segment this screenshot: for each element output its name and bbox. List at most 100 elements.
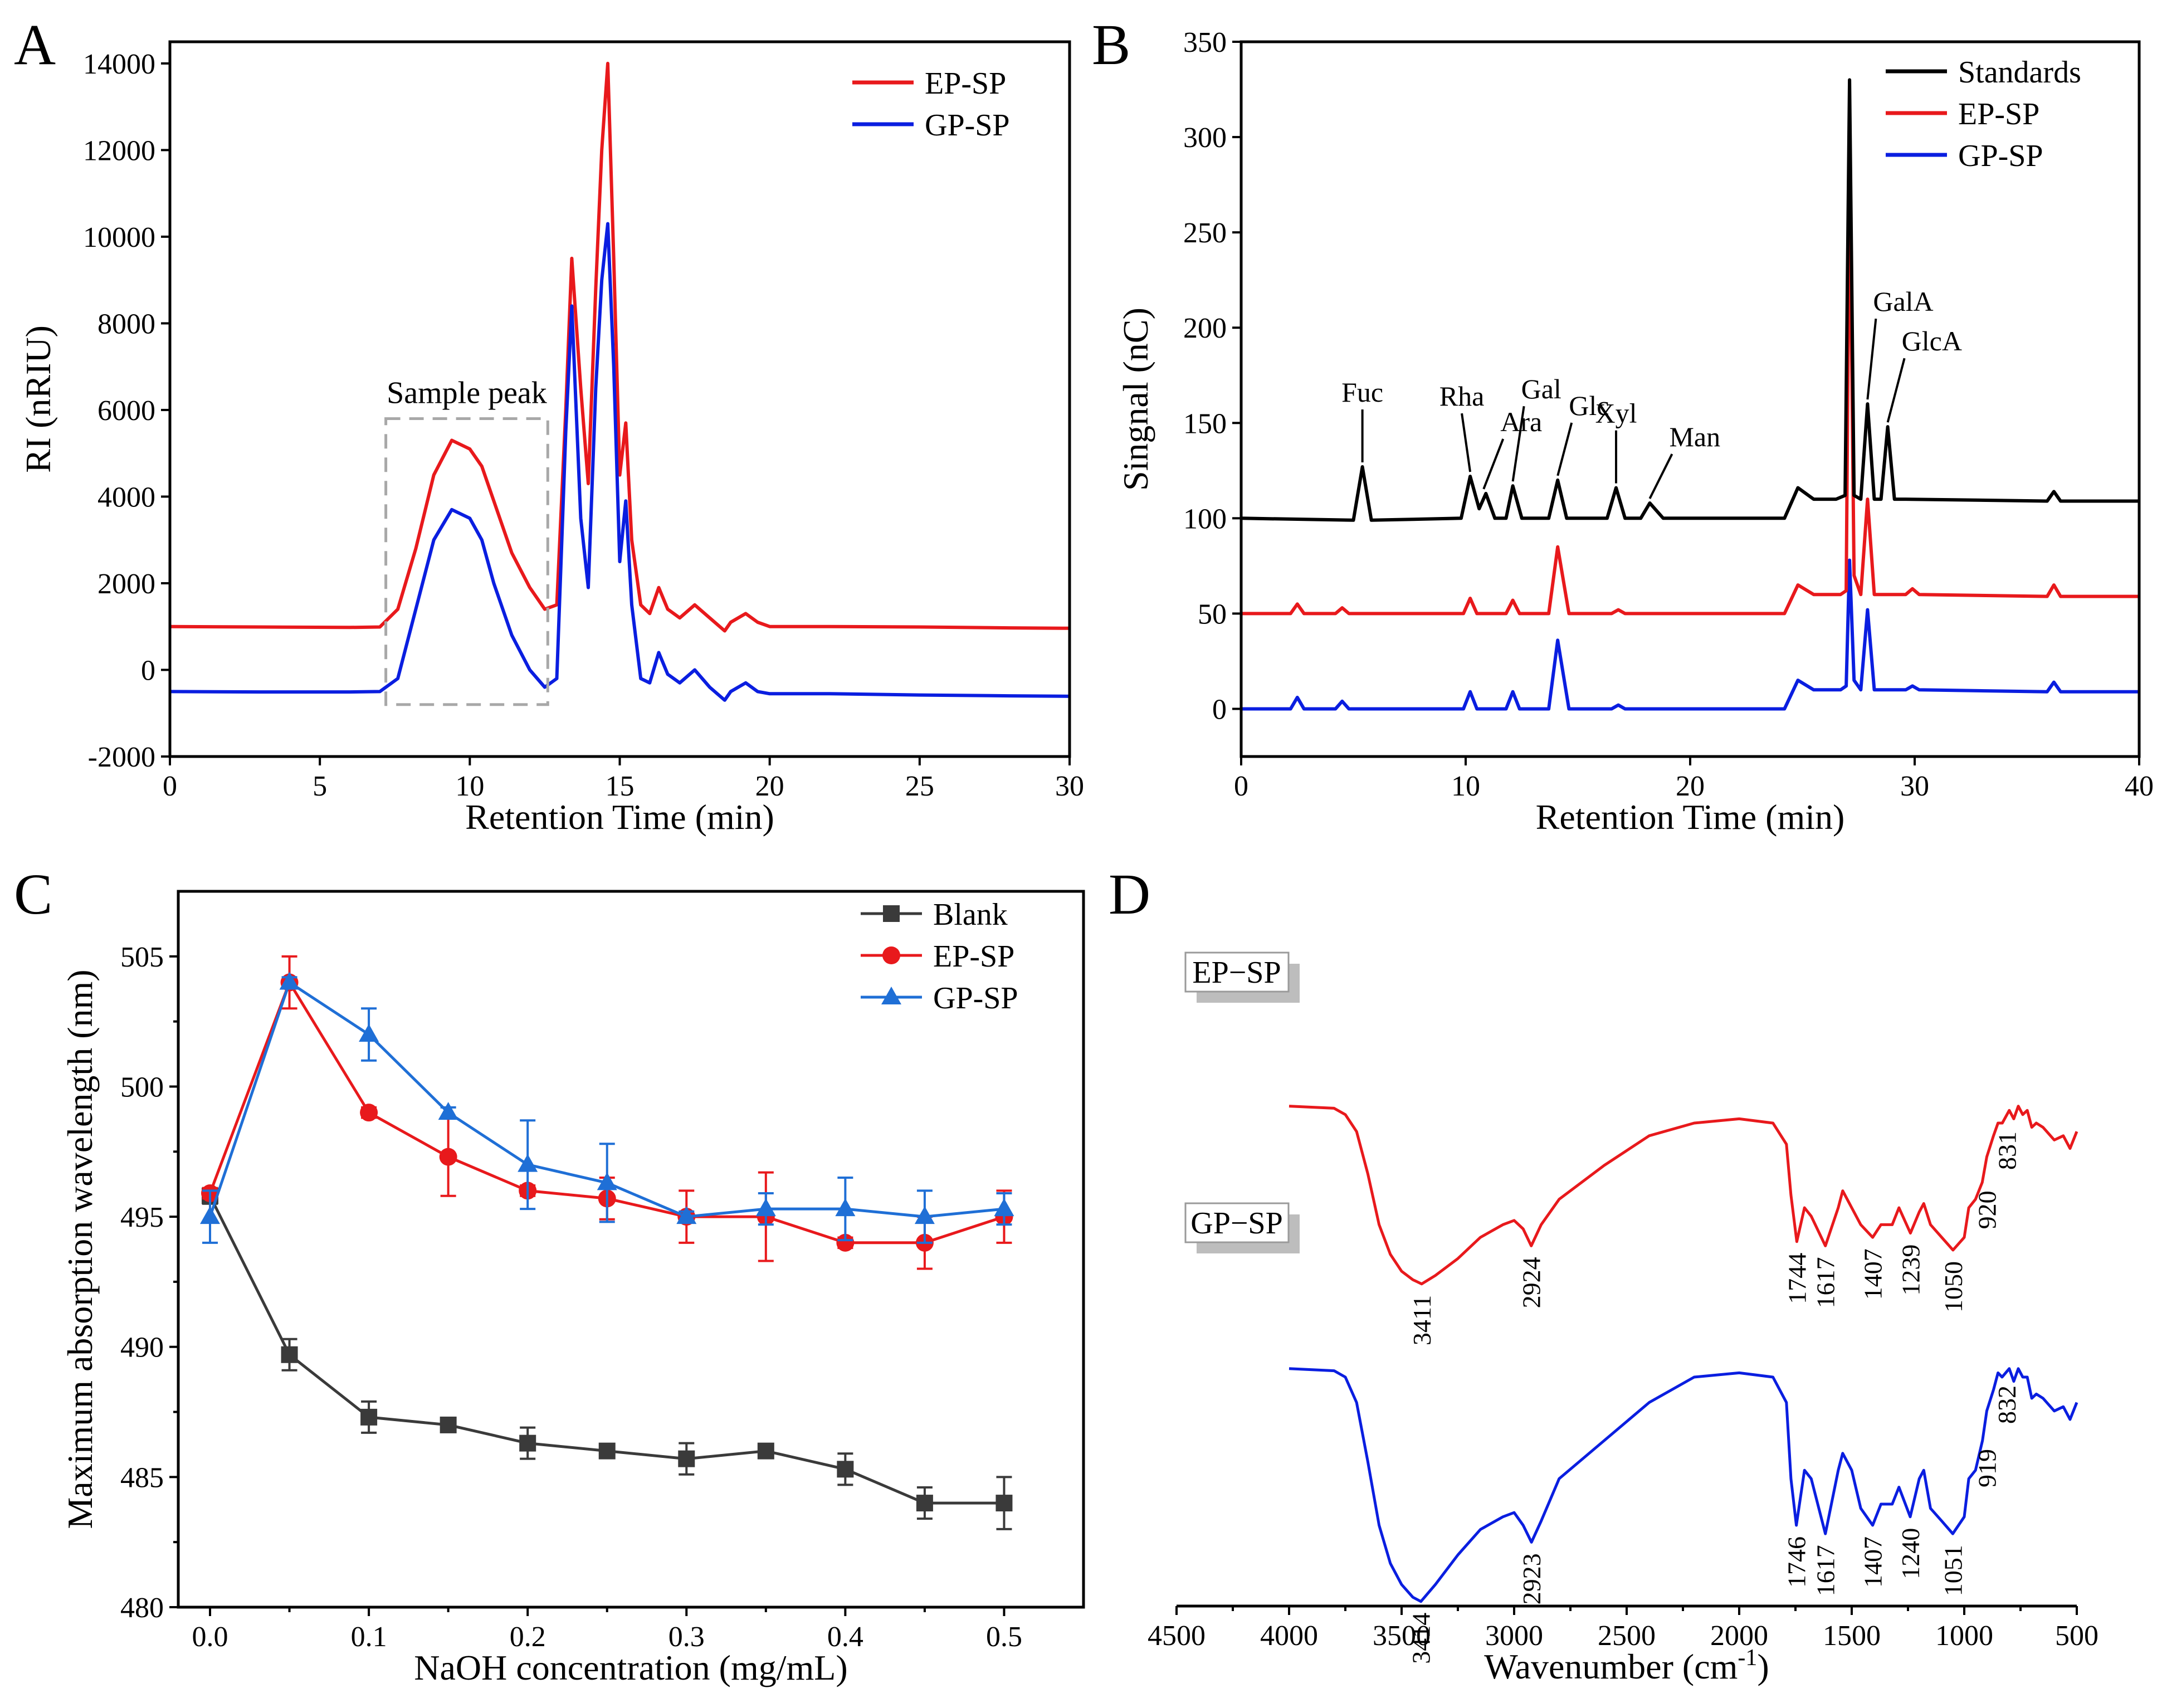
- y-tick-label: 350: [1183, 27, 1227, 58]
- legend-label: EP-SP: [933, 939, 1014, 974]
- marker-triangle: [200, 1206, 221, 1224]
- peak-label-fuc: Fuc: [1341, 377, 1383, 408]
- series-line-gp-sp: [169, 222, 1070, 702]
- y-tick-label: 490: [120, 1332, 164, 1364]
- peak-wavenumber-label: 1051: [1939, 1545, 1967, 1596]
- y-tick-label: 12000: [83, 135, 155, 167]
- panel-d: D 4500 4000 3500 3000 2500 2000 1500 1000 500 Wave…: [1109, 862, 2099, 1686]
- series-line-gp-sp: [1241, 558, 2139, 711]
- x-tick-label: 0: [1234, 770, 1248, 802]
- x-tick-label: 40: [2125, 770, 2154, 802]
- x-tick-label: 1500: [1823, 1620, 1881, 1652]
- peak-leader-line: [1482, 438, 1505, 490]
- x-tick-label: 0.2: [510, 1621, 546, 1653]
- legend-label: Standards: [1958, 55, 2081, 90]
- peak-wavenumber-label: 1239: [1896, 1245, 1925, 1296]
- x-axis-label: Retention Time (min): [1536, 797, 1845, 837]
- x-tick-label: 20: [755, 770, 784, 802]
- x-tick-label: 10: [1451, 770, 1480, 802]
- series-line-ep-sp: [169, 61, 1070, 633]
- peak-wavenumber-label: 1240: [1896, 1528, 1925, 1579]
- peak-leader-line: [1866, 318, 1877, 400]
- y-tick-label: 0: [1212, 694, 1227, 725]
- panel-c: C 0.0 0.1 0.2 0.3 0.4 0.5 480 485 490 495 500 505 NaO…: [14, 862, 1085, 1687]
- peak-wavenumber-label: 1050: [1939, 1261, 1968, 1312]
- series-tag-box: [1184, 951, 1290, 993]
- x-tick-label: 2500: [1598, 1620, 1656, 1652]
- spectrum-ep-sp: [1289, 1105, 2078, 1286]
- series-tag-label: EP−SP: [1192, 955, 1281, 990]
- y-tick-label: 485: [120, 1462, 164, 1494]
- y-tick-label: 4000: [97, 481, 155, 513]
- marker-circle: [882, 946, 900, 964]
- panel-b: BFucRhaAraGalGlcXylManGalAGlcA0102030400…: [1092, 13, 2154, 837]
- y-tick-label: 300: [1183, 122, 1227, 154]
- peak-label-man: Man: [1669, 421, 1720, 452]
- y-tick-label: 50: [1198, 598, 1227, 630]
- x-tick-label: 0.3: [668, 1621, 705, 1653]
- marker-circle: [439, 1148, 457, 1166]
- peak-wavenumber-label: 1407: [1859, 1248, 1887, 1300]
- y-tick-label: 6000: [97, 395, 155, 427]
- panel-label: C: [14, 862, 52, 926]
- marker-triangle: [881, 987, 901, 1004]
- x-axis-label: NaOH concentration (mg/mL): [414, 1648, 847, 1687]
- x-tick-label: 20: [1676, 770, 1705, 802]
- peak-label-gala: GalA: [1873, 286, 1933, 317]
- marker-triangle: [597, 1172, 617, 1190]
- x-tick-label: 5: [313, 770, 327, 802]
- y-tick-label: 2000: [97, 568, 155, 600]
- x-tick-label: 0.4: [827, 1621, 863, 1653]
- y-tick-label: 200: [1183, 313, 1227, 344]
- x-tick-label: 30: [1055, 770, 1084, 802]
- x-axis-label: Retention Time (min): [465, 797, 774, 837]
- series-gp-sp: [200, 972, 1014, 1244]
- x-tick-label: 4000: [1260, 1620, 1318, 1652]
- legend-label: EP-SP: [925, 66, 1006, 101]
- peak-leader-line: [1511, 406, 1525, 482]
- x-axis-label-superscript: -1: [1738, 1645, 1757, 1671]
- x-tick-label: 3500: [1373, 1620, 1431, 1652]
- y-axis-label: RI (nRIU): [18, 325, 58, 473]
- marker-square: [837, 1461, 854, 1478]
- x-tick-label: 0: [163, 770, 177, 802]
- peak-wavenumber-label: 1407: [1859, 1536, 1887, 1588]
- peak-wavenumber-label: 2923: [1517, 1553, 1546, 1604]
- peak-label-rha: Rha: [1439, 380, 1485, 412]
- y-axis-label: Maximum absorption wavelength (nm): [60, 969, 100, 1529]
- y-tick-label: 100: [1183, 503, 1227, 535]
- panel-label: B: [1092, 13, 1130, 77]
- peak-wavenumber-label: 1617: [1812, 1545, 1840, 1596]
- x-tick-label: 1000: [1935, 1620, 1993, 1652]
- x-tick-label: 0.5: [986, 1621, 1022, 1653]
- x-tick-label: 0.0: [192, 1621, 228, 1653]
- marker-triangle: [518, 1154, 538, 1172]
- peak-label-xyl: Xyl: [1595, 398, 1637, 429]
- legend-label: Blank: [933, 897, 1008, 932]
- y-tick-label: 10000: [83, 222, 155, 253]
- y-tick-label: 250: [1183, 217, 1227, 249]
- peak-leader-line: [1886, 358, 1906, 423]
- marker-triangle: [755, 1198, 776, 1217]
- marker-circle: [836, 1233, 855, 1252]
- panel-label: A: [14, 13, 56, 77]
- peak-wavenumber-label: 920: [1973, 1190, 2001, 1229]
- series-tag-box: [1184, 1202, 1290, 1243]
- y-tick-label: 150: [1183, 408, 1227, 440]
- peak-leader-line: [1648, 453, 1673, 499]
- marker-triangle: [279, 972, 300, 990]
- peak-label-gal: Gal: [1521, 373, 1561, 404]
- x-tick-label: 3000: [1485, 1620, 1543, 1652]
- plot-frame: [177, 890, 1085, 1609]
- x-tick-label: 15: [606, 770, 635, 802]
- peak-wavenumber-label: 831: [1993, 1131, 2021, 1170]
- marker-circle: [360, 1104, 378, 1122]
- peak-wavenumber-label: 919: [1973, 1449, 2002, 1487]
- legend-label: EP-SP: [1958, 97, 2039, 131]
- x-tick-label: 0.1: [351, 1621, 387, 1653]
- marker-square: [281, 1346, 298, 1363]
- peak-leader-line: [1461, 413, 1472, 472]
- marker-triangle: [676, 1206, 697, 1224]
- x-tick-label: 30: [1900, 770, 1929, 802]
